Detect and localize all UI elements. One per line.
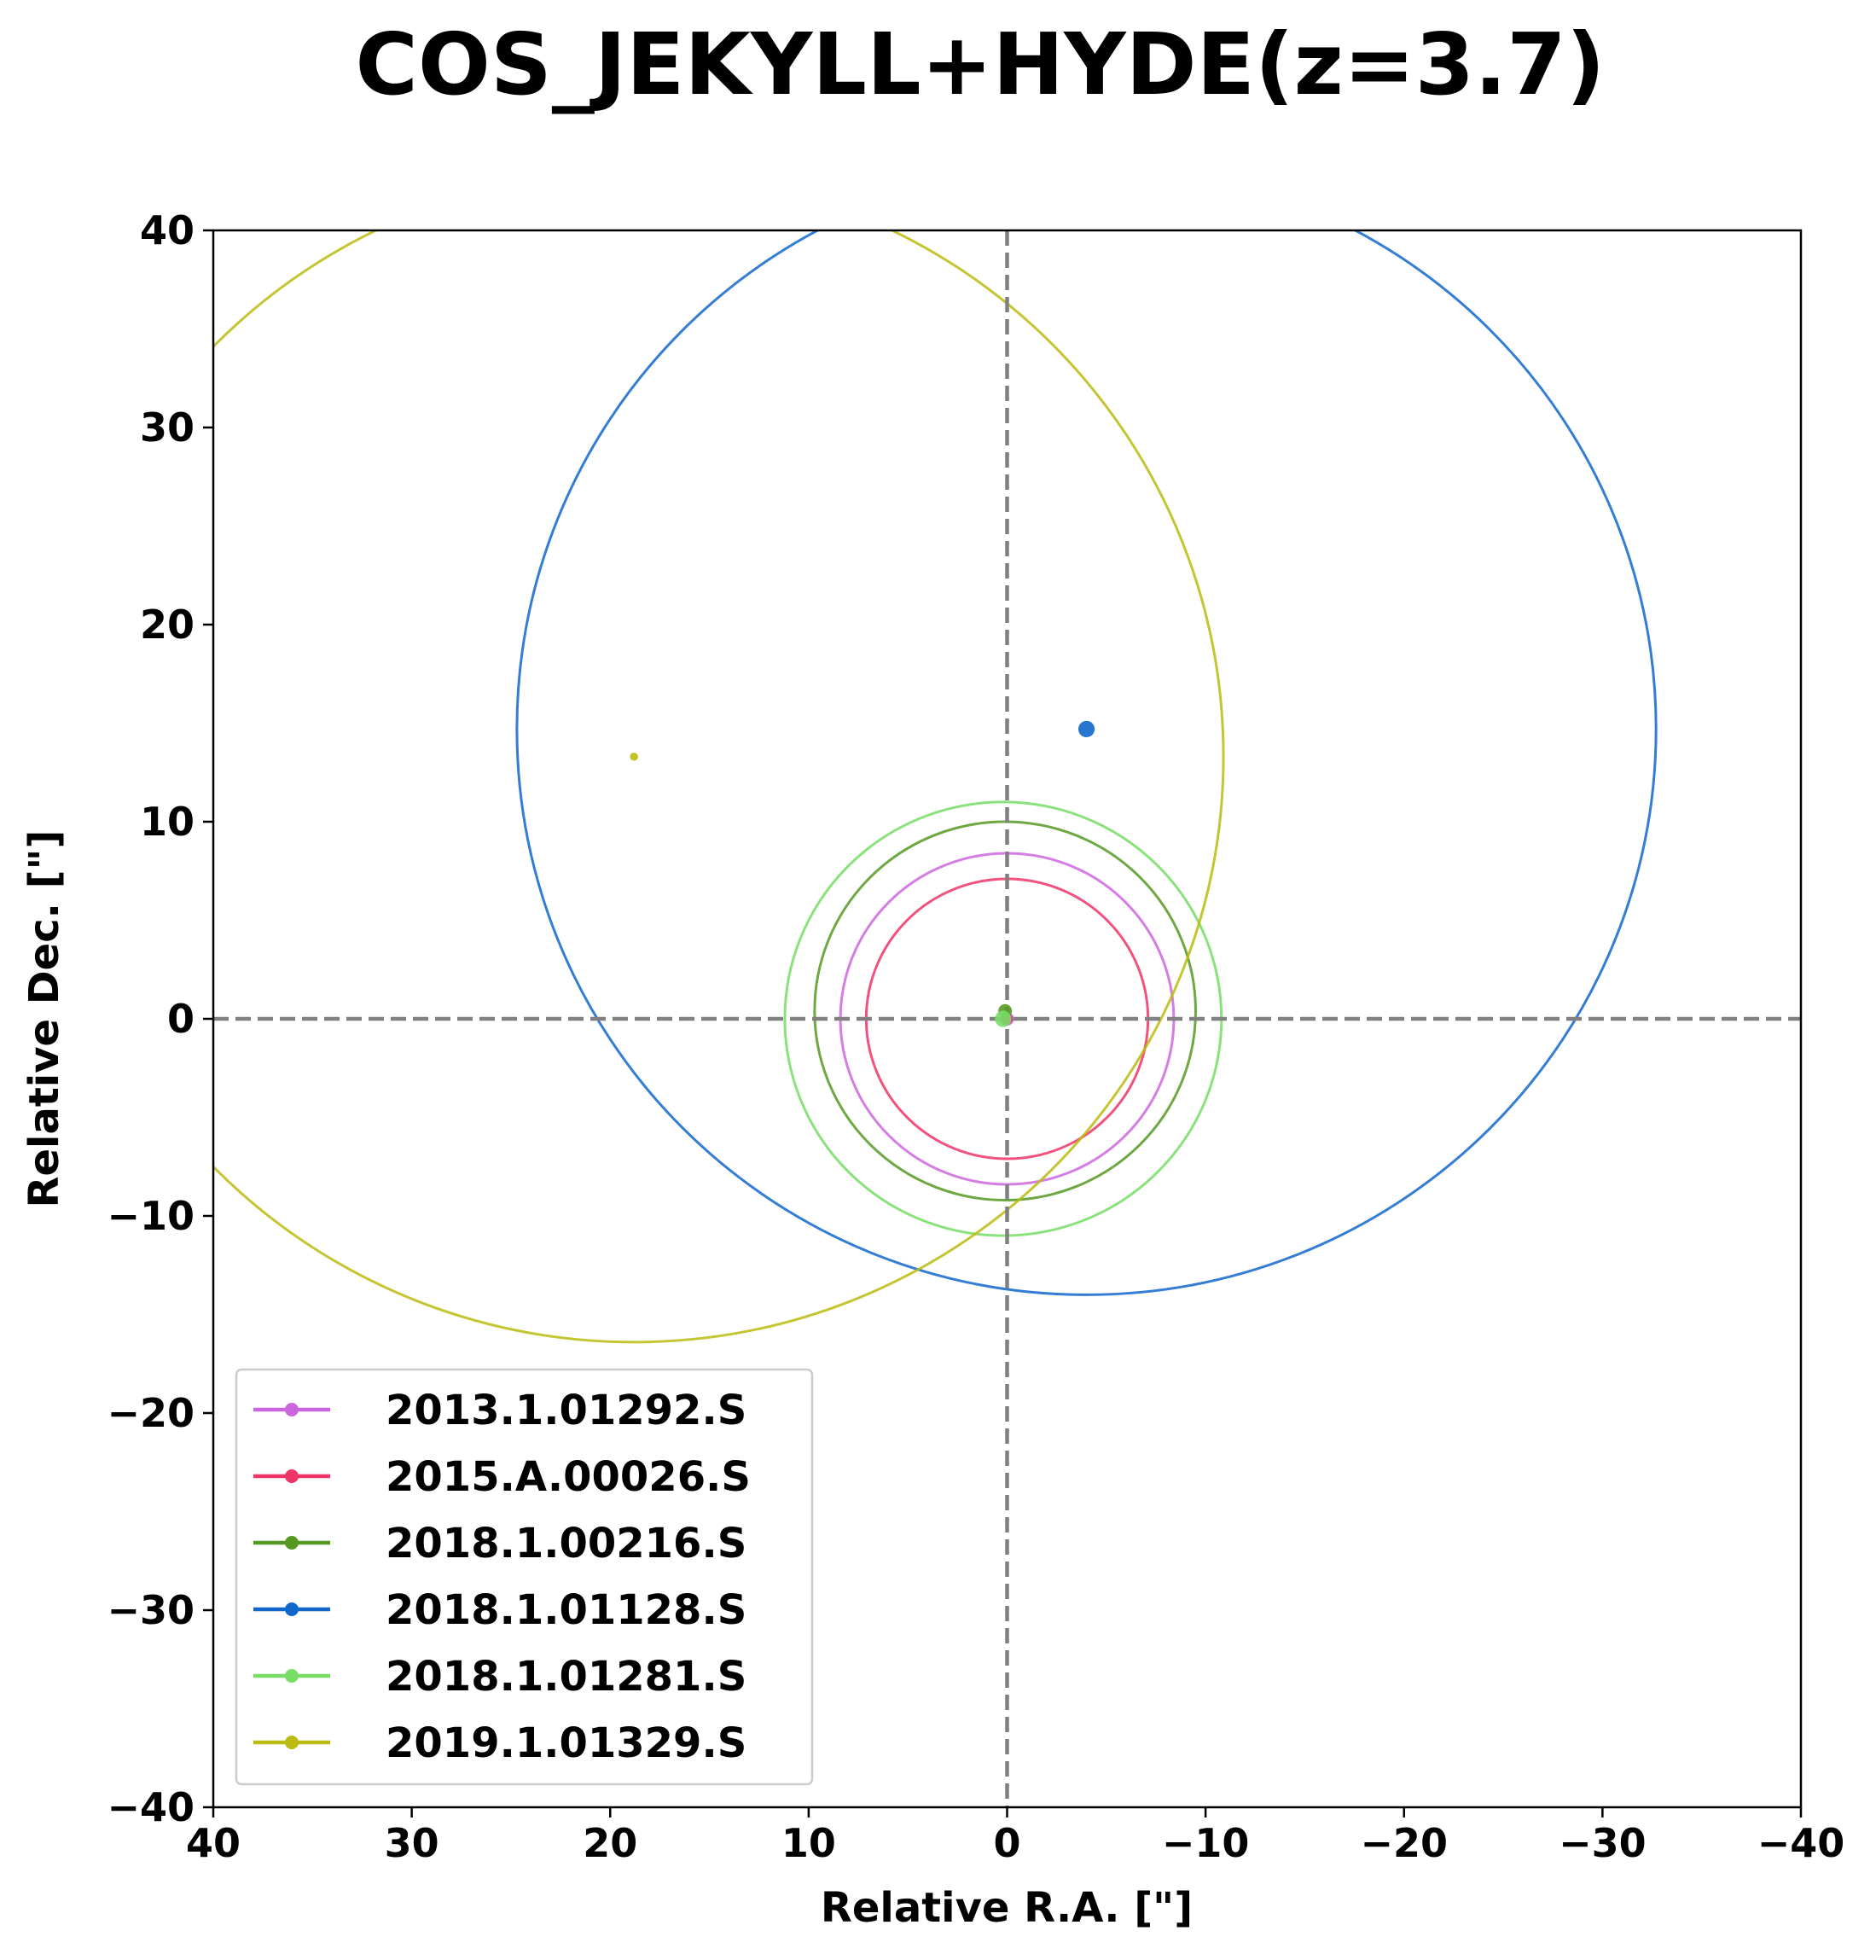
x-axis-label: Relative R.A. ["] bbox=[821, 1884, 1193, 1932]
legend-label-2018-1-00216-s: 2018.1.00216.S bbox=[386, 1520, 746, 1567]
x-tick-label: 20 bbox=[583, 1820, 637, 1866]
legend-marker-2019-1-01329-s bbox=[285, 1736, 299, 1749]
fov-circle-2018-1-01128-s bbox=[515, 230, 1658, 1296]
pointing-marker-2019-1-01329-s bbox=[630, 752, 638, 761]
chart-title: COS_JEKYLL+HYDE(z=3.7) bbox=[355, 15, 1605, 114]
y-tick-label: −20 bbox=[107, 1390, 195, 1436]
legend-marker-2013-1-01292-s bbox=[285, 1403, 299, 1416]
plot-content bbox=[213, 230, 1801, 1807]
fov-circle-2019-1-01329-s bbox=[213, 230, 1225, 1344]
y-tick-label: 40 bbox=[140, 207, 195, 253]
x-tick-label: 40 bbox=[186, 1820, 241, 1866]
pointing-marker-2018-1-01281-s bbox=[995, 1010, 1012, 1027]
x-tick-label: −20 bbox=[1360, 1820, 1448, 1866]
y-tick-label: 0 bbox=[167, 996, 195, 1042]
y-tick-label: −30 bbox=[107, 1587, 195, 1633]
y-tick-label: 10 bbox=[140, 799, 195, 845]
legend-label-2018-1-01128-s: 2018.1.01128.S bbox=[386, 1586, 746, 1634]
legend-label-2018-1-01281-s: 2018.1.01281.S bbox=[386, 1653, 746, 1701]
x-tick-label: 0 bbox=[993, 1820, 1020, 1866]
pointing-marker-2018-1-01128-s bbox=[1077, 720, 1095, 738]
legend-box bbox=[235, 1368, 814, 1786]
y-tick-label: −40 bbox=[107, 1784, 195, 1830]
legend-label-2013-1-01292-s: 2013.1.01292.S bbox=[386, 1387, 746, 1434]
legend-label-2015-a-00026-s: 2015.A.00026.S bbox=[386, 1453, 751, 1501]
legend: 2013.1.01292.S 2015.A.00026.S 2018.1.00216… bbox=[235, 1368, 814, 1786]
legend-marker-2018-1-00216-s bbox=[285, 1536, 299, 1550]
y-tick-label: −10 bbox=[107, 1193, 195, 1239]
x-tick-label: −40 bbox=[1757, 1820, 1845, 1866]
x-tick-label: −30 bbox=[1559, 1820, 1647, 1866]
x-tick-label: 10 bbox=[781, 1820, 836, 1866]
x-tick-label: 30 bbox=[385, 1820, 439, 1866]
legend-marker-2018-1-01128-s bbox=[285, 1602, 299, 1616]
fov-circle-2018-1-00216-s bbox=[813, 820, 1197, 1202]
legend-marker-2015-a-00026-s bbox=[285, 1469, 299, 1483]
legend-marker-2018-1-01281-s bbox=[285, 1669, 299, 1683]
y-axis-label: Relative Dec. ["] bbox=[20, 830, 68, 1208]
y-tick-label: 30 bbox=[140, 404, 195, 451]
legend-label-2019-1-01329-s: 2019.1.01329.S bbox=[386, 1719, 746, 1767]
x-tick-label: −10 bbox=[1162, 1820, 1250, 1866]
y-tick-label: 20 bbox=[140, 602, 195, 648]
